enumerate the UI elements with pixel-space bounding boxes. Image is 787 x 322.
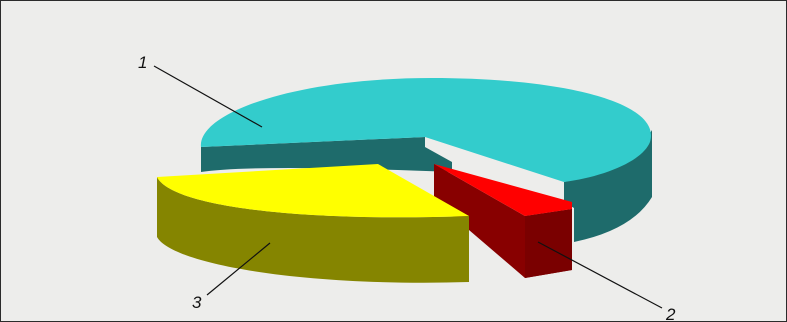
pie-slice-3 — [157, 164, 469, 283]
leader-line-3 — [206, 242, 271, 296]
pie-slice-3-top — [157, 164, 469, 218]
pie-slice-1-side — [201, 137, 452, 172]
slice-label-1: 1 — [138, 53, 147, 72]
pie-slice-1 — [200, 78, 652, 242]
pie-slice-2-front — [525, 209, 572, 278]
pie-slice-2-top — [434, 164, 572, 216]
pie-slice-2 — [434, 164, 572, 278]
leader-line-2 — [537, 241, 663, 309]
slice-label-3: 3 — [192, 293, 202, 312]
pie-slice-3-side — [157, 177, 469, 283]
pie-slice-1-top — [200, 78, 651, 182]
leader-line-1 — [153, 65, 263, 128]
slice-label-2: 2 — [665, 305, 676, 322]
